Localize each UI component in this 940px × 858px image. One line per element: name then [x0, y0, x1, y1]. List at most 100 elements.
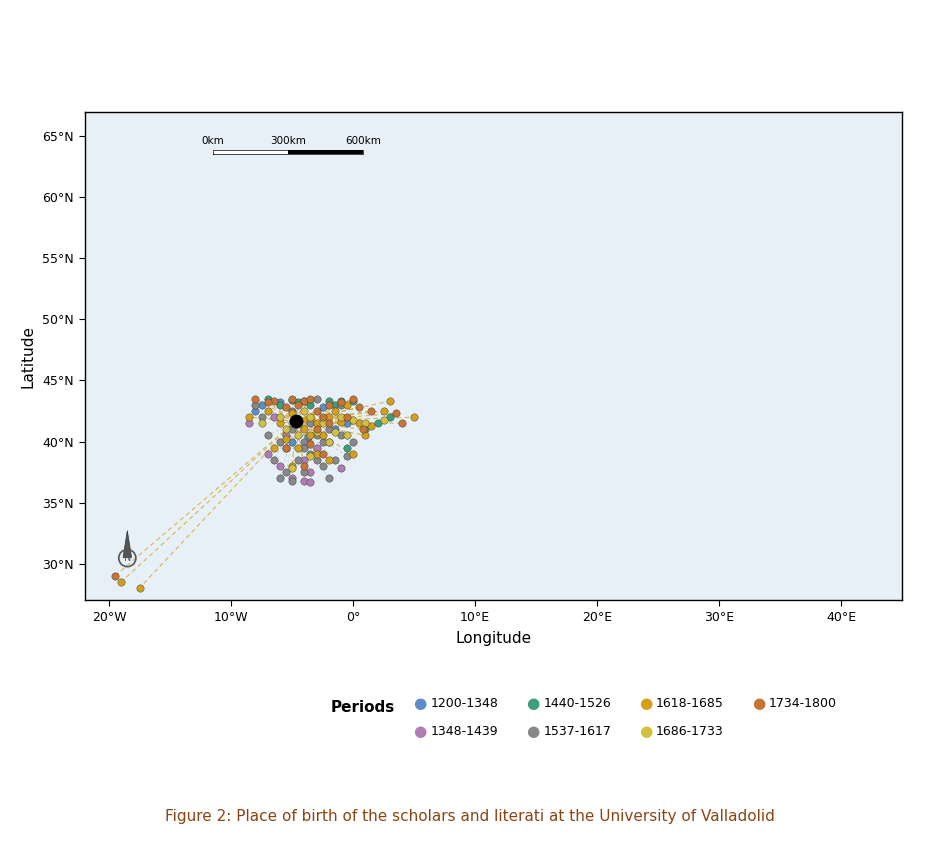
1618-1685	[407, 410, 422, 424]
1618-1685	[285, 407, 300, 420]
1348-1439	[290, 416, 306, 430]
Text: 1537-1617: 1537-1617	[543, 724, 611, 738]
1440-1526	[303, 398, 318, 412]
1348-1439	[334, 462, 349, 475]
1618-1685	[309, 447, 324, 461]
1537-1617	[260, 428, 275, 442]
1348-1439	[297, 474, 312, 487]
1734-1800	[248, 392, 263, 406]
1440-1526	[321, 395, 337, 408]
1686-1733	[339, 428, 354, 442]
1734-1800	[315, 447, 330, 461]
1537-1617	[273, 471, 288, 485]
1734-1800	[285, 392, 300, 406]
X-axis label: Longitude: Longitude	[456, 631, 531, 645]
1200-1348	[254, 398, 269, 412]
1348-1439	[266, 410, 281, 424]
1537-1617	[303, 416, 318, 430]
1440-1526	[339, 441, 354, 455]
1348-1439	[309, 441, 324, 455]
1348-1439	[260, 447, 275, 461]
1200-1348	[315, 401, 330, 414]
1537-1617	[321, 471, 337, 485]
1537-1617	[278, 441, 293, 455]
1618-1685	[242, 410, 257, 424]
1537-1617	[285, 474, 300, 487]
1734-1800	[290, 398, 306, 412]
1348-1439	[321, 435, 337, 449]
1618-1685	[290, 441, 306, 455]
Text: ●: ●	[414, 696, 427, 711]
1618-1685	[364, 419, 379, 432]
1537-1617	[297, 465, 312, 479]
1537-1617	[321, 422, 337, 436]
Text: 300km: 300km	[270, 136, 306, 146]
Text: Figure 2: Place of birth of the scholars and literati at the University of Valla: Figure 2: Place of birth of the scholars…	[165, 809, 775, 824]
1686-1733	[346, 413, 361, 426]
Text: ●: ●	[414, 723, 427, 739]
1734-1800	[321, 416, 337, 430]
1200-1348	[273, 396, 288, 409]
1537-1617	[309, 428, 324, 442]
1200-1348	[327, 422, 342, 436]
1618-1685	[334, 415, 349, 429]
1618-1685	[352, 416, 367, 430]
1734-1800	[334, 396, 349, 409]
1348-1439	[242, 416, 257, 430]
1734-1800	[309, 422, 324, 436]
1734-1800	[266, 395, 281, 408]
1618-1685	[303, 428, 318, 442]
1734-1800	[346, 392, 361, 406]
1537-1617	[339, 450, 354, 463]
Text: Periods: Periods	[331, 700, 395, 716]
1734-1800	[309, 404, 324, 418]
1618-1685	[297, 422, 312, 436]
1734-1800	[339, 410, 354, 424]
1348-1439	[278, 428, 293, 442]
1537-1617	[334, 398, 349, 412]
Y-axis label: Latitude: Latitude	[21, 324, 36, 388]
1200-1348	[301, 430, 316, 444]
1686-1733	[303, 410, 318, 424]
1440-1526	[260, 392, 275, 406]
1734-1800	[388, 407, 403, 420]
1537-1617	[285, 422, 300, 436]
1618-1685	[260, 404, 275, 418]
1348-1439	[273, 459, 288, 473]
1348-1439	[303, 475, 318, 489]
1440-1526	[346, 395, 361, 408]
1734-1800	[297, 459, 312, 473]
1537-1617	[254, 410, 269, 424]
1537-1617	[315, 435, 330, 449]
1537-1617	[309, 392, 324, 406]
Polygon shape	[123, 530, 132, 558]
1686-1733	[290, 428, 306, 442]
1200-1348	[297, 395, 312, 408]
1440-1526	[370, 416, 385, 430]
1537-1617	[273, 435, 288, 449]
1348-1439	[303, 465, 318, 479]
1734-1800	[352, 401, 367, 414]
1734-1800	[278, 401, 293, 414]
Text: 0km: 0km	[201, 136, 224, 146]
1618-1685	[273, 416, 288, 430]
1440-1526	[358, 422, 373, 436]
1734-1800	[364, 404, 379, 418]
1686-1733	[289, 414, 304, 427]
Text: ●: ●	[639, 723, 652, 739]
1734-1800	[278, 441, 293, 455]
1618-1685	[383, 395, 398, 408]
1618-1685	[289, 414, 304, 427]
1686-1733	[297, 404, 312, 418]
1734-1800	[297, 395, 312, 408]
1686-1733	[321, 435, 337, 449]
1618-1685	[327, 404, 342, 418]
1686-1733	[309, 425, 324, 438]
1440-1526	[290, 396, 306, 409]
1440-1526	[285, 393, 300, 407]
1686-1733	[273, 410, 288, 424]
1537-1617	[248, 398, 263, 412]
1686-1733	[285, 416, 300, 430]
1440-1526	[273, 398, 288, 412]
1537-1617	[309, 453, 324, 467]
